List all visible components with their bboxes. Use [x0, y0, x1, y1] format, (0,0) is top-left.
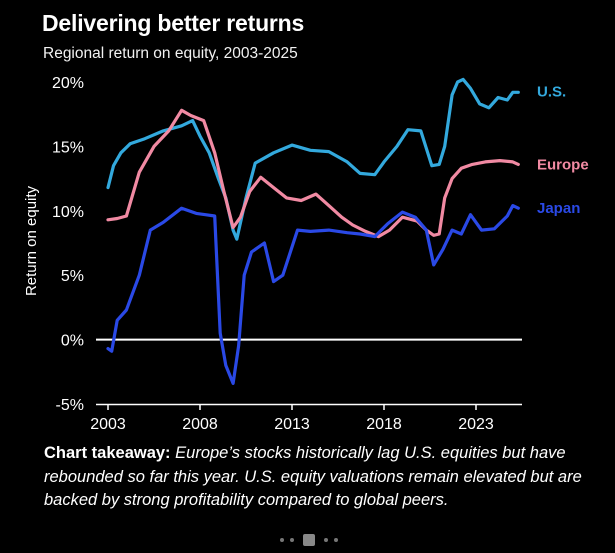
takeaway-body: Europe’s stocks historically lag U.S. eq…	[44, 444, 582, 509]
y-tick-label: 0%	[61, 333, 84, 350]
chart-takeaway: Chart takeaway: Europe’s stocks historic…	[44, 442, 604, 513]
y-tick-label: 15%	[52, 139, 84, 156]
series-label: Europe	[537, 156, 589, 173]
series-line-japan	[106, 204, 520, 385]
series-label: U.S.	[537, 83, 566, 100]
series-line-us	[106, 77, 520, 241]
chart-title: Delivering better returns	[42, 10, 305, 36]
y-axis-label: Return on equity	[23, 185, 40, 296]
y-tick-label: 5%	[61, 268, 84, 285]
y-tick-label: 20%	[52, 75, 84, 92]
chart-subtitle: Regional return on equity, 2003-2025	[43, 45, 298, 62]
y-tick-label: 10%	[52, 204, 84, 221]
x-tick-label: 2013	[274, 416, 310, 433]
series-line-europe	[106, 108, 520, 239]
line-chart: -5% 0% 5% 10% 15% 20% 2003 2008 2013 2018 2023 Retu…	[23, 75, 589, 433]
x-tick-label: 2023	[458, 416, 494, 433]
x-tick-label: 2018	[366, 416, 402, 433]
series-label: Japan	[537, 200, 580, 217]
watermark-dots-icon	[280, 534, 338, 546]
x-tick-label: 2008	[182, 416, 218, 433]
y-tick-label: -5%	[56, 397, 84, 414]
x-tick-label: 2003	[90, 416, 126, 433]
takeaway-lead: Chart takeaway:	[44, 444, 171, 462]
